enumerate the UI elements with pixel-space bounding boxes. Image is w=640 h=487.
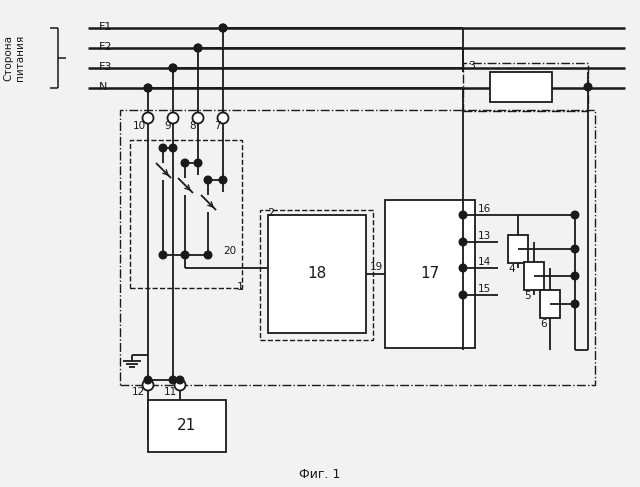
Text: 4: 4 [508, 264, 515, 274]
Circle shape [194, 159, 202, 167]
Text: 11: 11 [164, 387, 177, 397]
Circle shape [572, 211, 579, 219]
Bar [130, 140, 242, 288]
Text: N: N [99, 82, 108, 92]
Circle shape [169, 376, 177, 384]
Text: 3: 3 [468, 61, 475, 71]
Circle shape [584, 83, 592, 91]
Circle shape [144, 376, 152, 384]
Circle shape [218, 112, 228, 124]
Circle shape [159, 144, 167, 152]
Circle shape [460, 291, 467, 299]
Text: 20: 20 [223, 246, 237, 256]
Text: Фиг. 1: Фиг. 1 [300, 468, 340, 482]
Bar [385, 200, 475, 348]
Circle shape [193, 112, 204, 124]
Circle shape [143, 112, 154, 124]
Circle shape [219, 24, 227, 32]
Text: Сторона
питания: Сторона питания [3, 35, 25, 81]
Circle shape [572, 272, 579, 280]
Text: 10: 10 [133, 121, 146, 131]
Circle shape [219, 176, 227, 184]
Circle shape [181, 251, 189, 259]
Bar [540, 290, 560, 318]
Circle shape [572, 245, 579, 253]
Circle shape [194, 44, 202, 52]
Text: 16: 16 [478, 204, 492, 214]
Circle shape [169, 64, 177, 72]
Text: 1: 1 [237, 282, 243, 292]
Circle shape [204, 176, 212, 184]
Circle shape [181, 159, 189, 167]
Circle shape [159, 251, 167, 259]
Circle shape [204, 251, 212, 259]
Bar [120, 110, 595, 385]
Text: 12: 12 [132, 387, 145, 397]
Text: 19: 19 [369, 262, 383, 272]
Bar [268, 215, 366, 333]
Bar [524, 262, 544, 290]
Circle shape [169, 64, 177, 72]
Text: 21: 21 [177, 418, 196, 433]
Circle shape [144, 84, 152, 92]
Circle shape [176, 376, 184, 384]
Circle shape [169, 144, 177, 152]
Text: 9: 9 [164, 121, 171, 131]
Circle shape [460, 264, 467, 272]
Text: 15: 15 [478, 284, 492, 294]
Text: 14: 14 [478, 257, 492, 267]
Bar [463, 63, 588, 111]
Text: 13: 13 [478, 231, 492, 241]
Circle shape [194, 44, 202, 52]
Text: 7: 7 [214, 121, 221, 131]
Text: F1: F1 [99, 22, 113, 32]
Text: 8: 8 [189, 121, 196, 131]
Bar [508, 235, 528, 263]
Circle shape [144, 84, 152, 92]
Text: 6: 6 [540, 319, 547, 329]
Circle shape [460, 211, 467, 219]
Text: 17: 17 [420, 266, 440, 281]
Text: 5: 5 [524, 291, 531, 301]
Bar [148, 400, 226, 452]
Text: 2: 2 [267, 208, 274, 218]
Bar [260, 210, 373, 340]
Circle shape [168, 112, 179, 124]
Circle shape [572, 300, 579, 308]
Text: F3: F3 [99, 62, 113, 72]
Circle shape [460, 238, 467, 246]
Circle shape [219, 24, 227, 32]
Text: 18: 18 [307, 266, 326, 281]
Circle shape [175, 379, 186, 391]
Circle shape [143, 379, 154, 391]
Text: F2: F2 [99, 42, 113, 52]
Bar [490, 72, 552, 102]
